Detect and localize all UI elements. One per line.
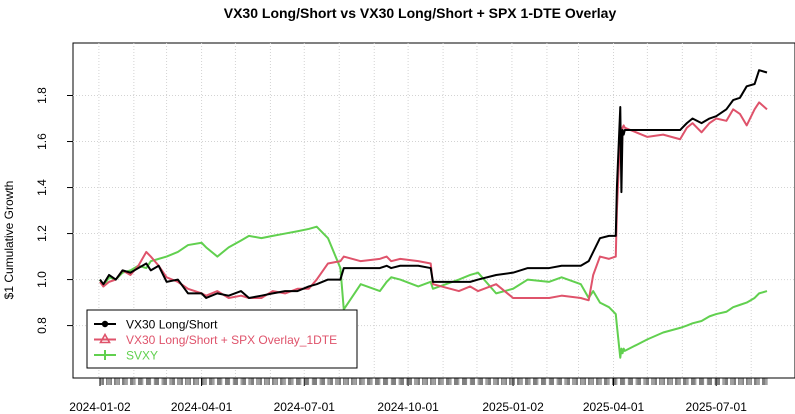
y-tick-label: 1.0 xyxy=(35,271,49,288)
x-tick-label: 2024-07-01 xyxy=(274,400,336,414)
x-tick-label: 2024-04-01 xyxy=(171,400,233,414)
legend-label: SVXY xyxy=(126,349,158,363)
axis-layer: 0.8 1.0 1.2 1.4 1.6 1.8 2024-01-02 2024-04-01 20… xyxy=(35,87,768,414)
legend-label: VX30 Long/Short xyxy=(126,318,218,332)
series-line-vx30-overlay xyxy=(99,101,768,302)
series-line-svxy xyxy=(99,225,768,359)
x-tick-label: 2025-07-01 xyxy=(686,400,748,414)
series-line-vx30 xyxy=(99,69,768,299)
legend-label: VX30 Long/Short + SPX Overlay_1DTE xyxy=(126,333,337,347)
legend-marker-circle xyxy=(101,320,109,328)
legend-marker-plus xyxy=(100,350,110,360)
y-tick-label: 0.8 xyxy=(35,317,49,334)
legend-box xyxy=(86,309,358,369)
y-axis-label: $1 Cumulative Growth xyxy=(2,181,16,300)
y-tick-label: 1.2 xyxy=(35,225,49,242)
chart-title: VX30 Long/Short vs VX30 Long/Short + SPX… xyxy=(224,5,617,21)
legend-marker-triangle xyxy=(99,332,111,344)
x-date-ticks xyxy=(99,378,768,385)
x-tick-label: 2024-10-01 xyxy=(377,400,439,414)
y-tick-label: 1.4 xyxy=(35,179,49,196)
series-layer xyxy=(99,69,768,359)
y-tick-label: 1.8 xyxy=(35,87,49,104)
y-tick-label: 1.6 xyxy=(35,133,49,150)
x-tick-label: 2025-01-02 xyxy=(482,400,544,414)
x-tick-label: 2024-01-02 xyxy=(69,400,131,414)
x-tick-label: 2025-04-01 xyxy=(583,400,645,414)
